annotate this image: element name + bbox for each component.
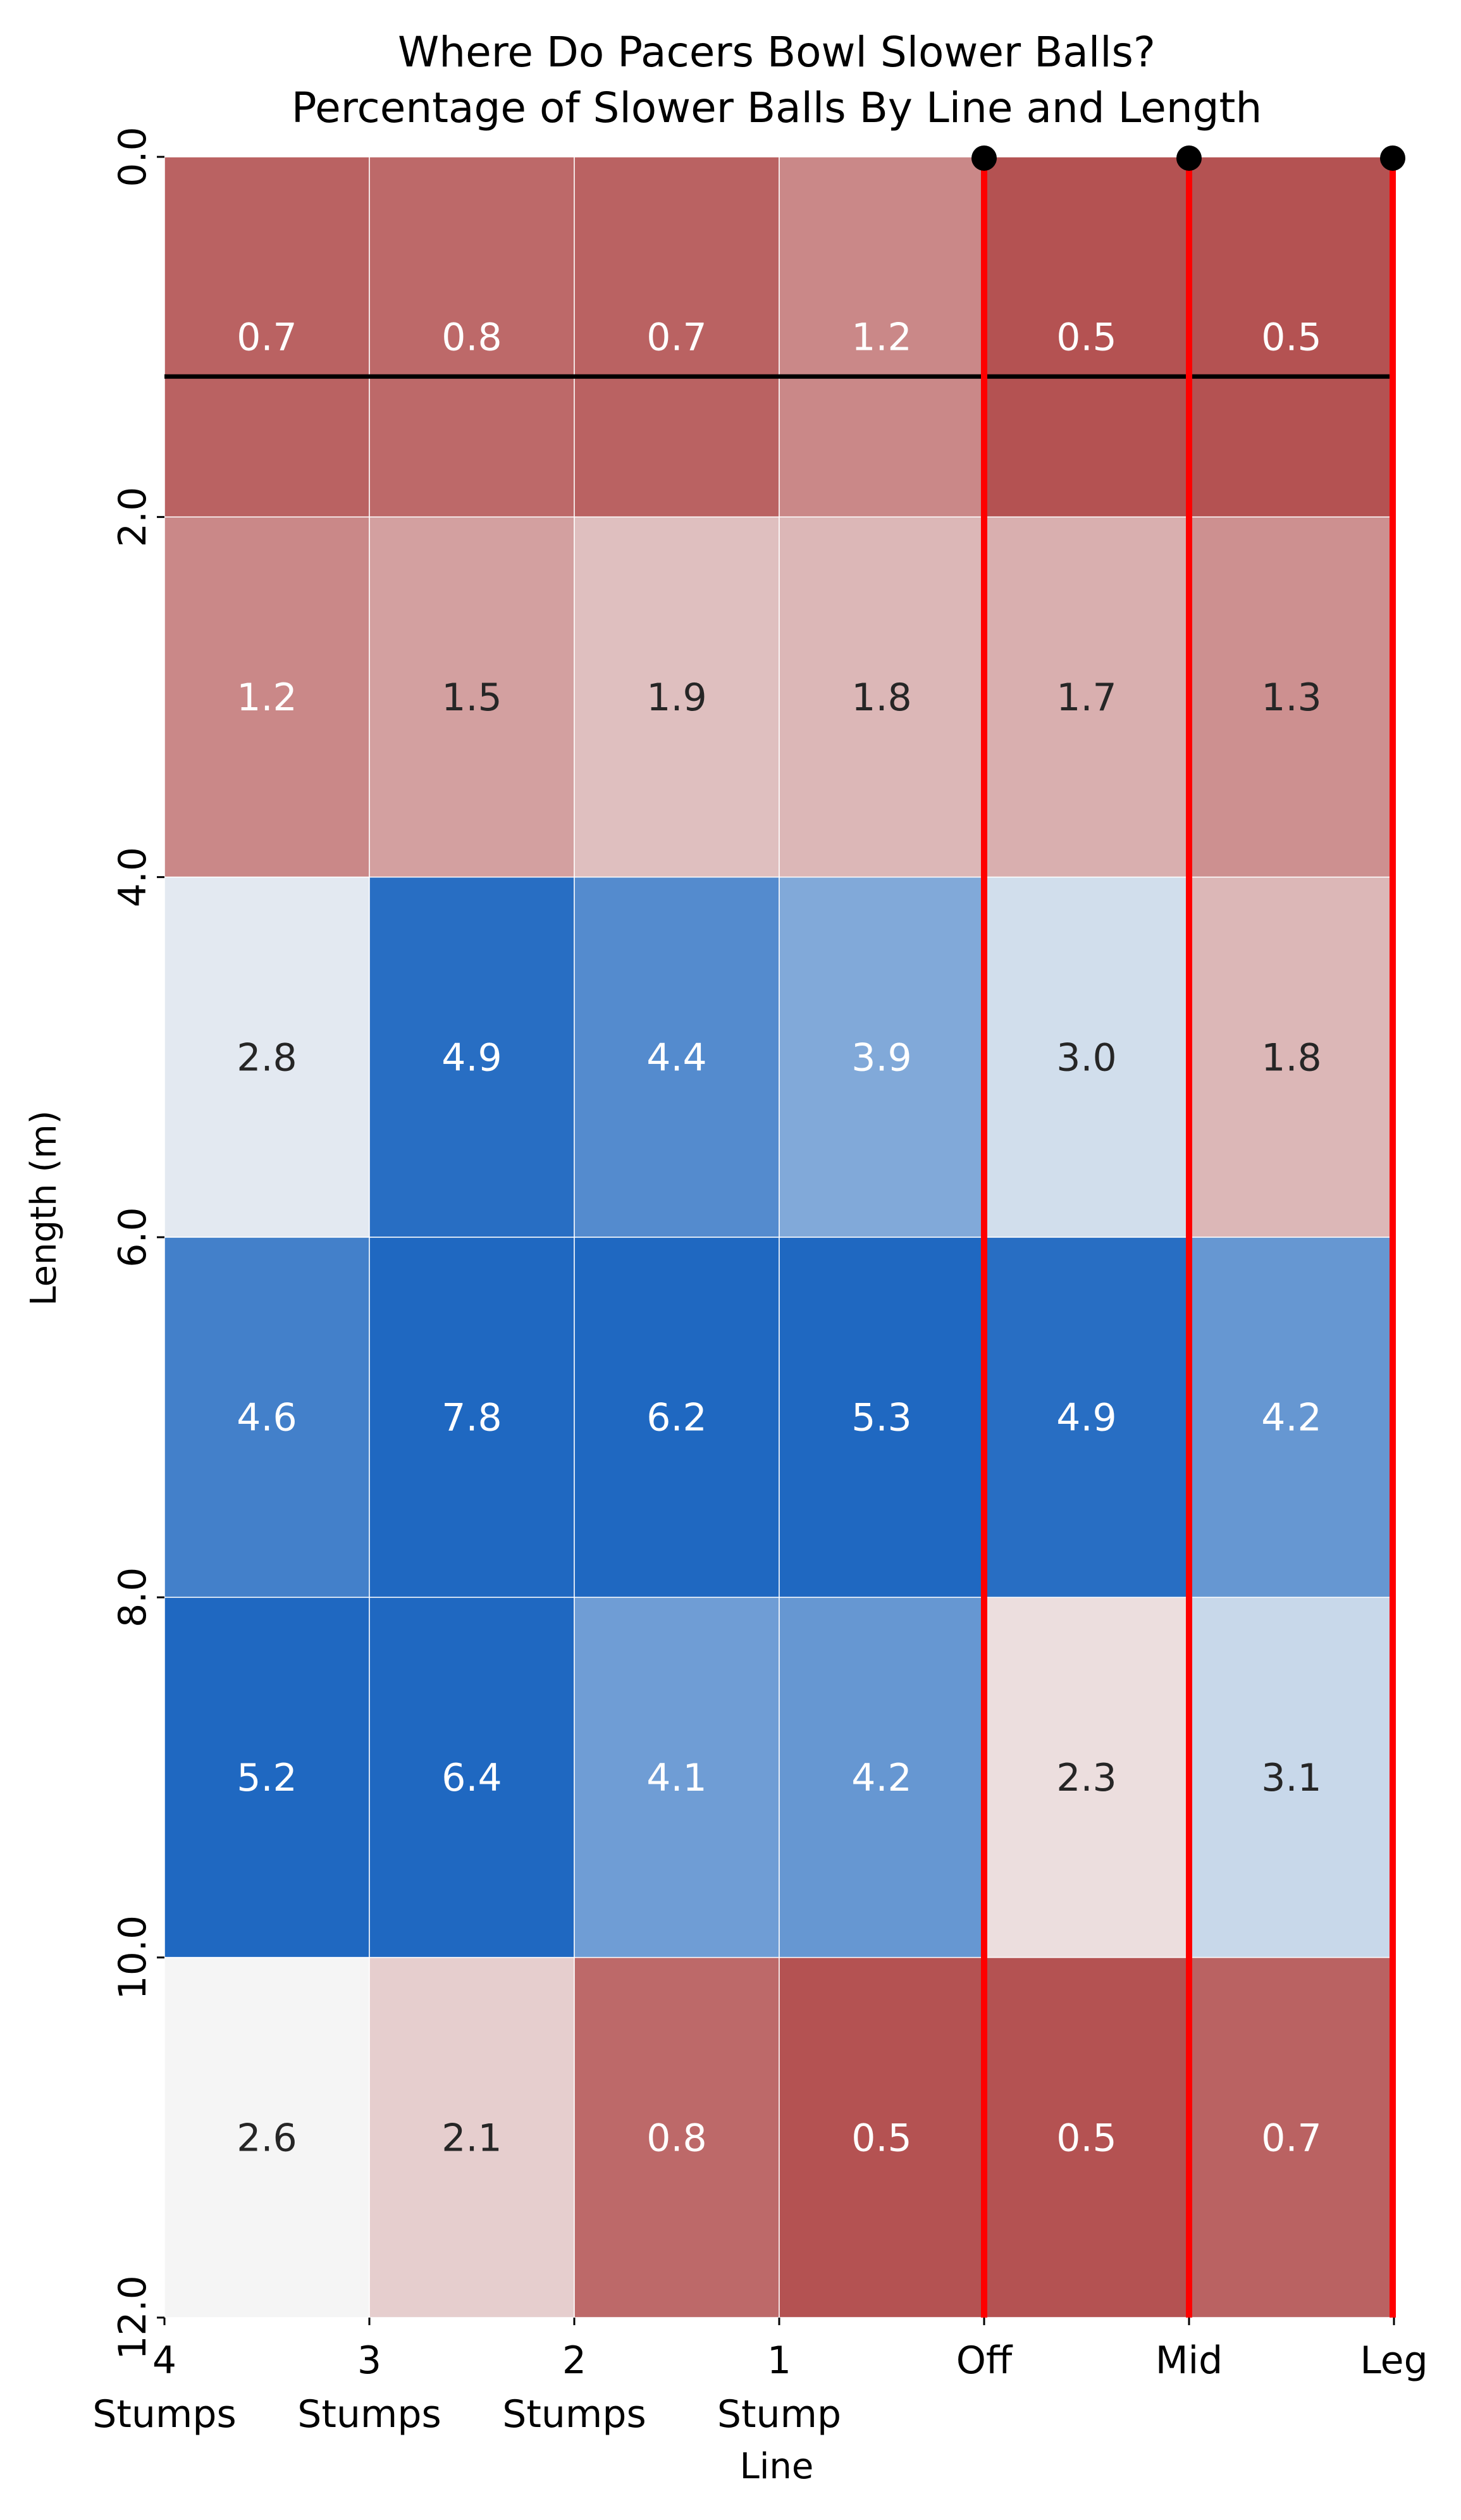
off-stump-marker xyxy=(971,145,997,171)
y-tick-label: 0.0 xyxy=(111,127,155,187)
x-tick-label: 2 Stumps xyxy=(502,2338,646,2437)
heatmap-cell xyxy=(164,156,370,518)
cell-value-label: 4.9 xyxy=(441,1035,502,1080)
heatmap-cell xyxy=(574,156,780,518)
cell-value-label: 5.3 xyxy=(851,1396,911,1440)
cell-value-label: 3.1 xyxy=(1261,1756,1321,1800)
cell-value-label: 0.8 xyxy=(646,2116,706,2160)
cell-value-label: 1.7 xyxy=(1056,676,1116,720)
heatmap-cell xyxy=(369,876,575,1238)
heatmap-cell xyxy=(1188,1956,1395,2318)
heatmap-cell xyxy=(164,1956,370,2318)
cell-value-label: 6.4 xyxy=(441,1756,502,1800)
x-axis-label: Line xyxy=(740,2446,814,2487)
leg-stump-marker xyxy=(1380,145,1405,171)
y-tick-label: 2.0 xyxy=(111,487,155,547)
y-tick-label: 10.0 xyxy=(111,1915,155,2000)
heatmap-cell xyxy=(983,876,1190,1238)
heatmap-cell xyxy=(983,156,1190,518)
heatmap-cell xyxy=(1188,516,1395,878)
cell-value-label: 1.8 xyxy=(1261,1035,1321,1080)
cell-value-label: 1.9 xyxy=(646,676,706,720)
y-tick-label: 4.0 xyxy=(111,847,155,907)
heatmap-cell xyxy=(369,156,575,518)
heatmap-cells: 0.7 0.8 0.7 1.2 0.5 0.5 1.2 1.5 1.9 1.8 1.7 1.3 2.8 4… xyxy=(164,156,1395,2318)
heatmap-cell xyxy=(369,1237,575,1598)
x-tick-label: Mid xyxy=(1156,2338,1223,2383)
cell-value-label: 1.3 xyxy=(1261,676,1321,720)
cell-value-label: 1.8 xyxy=(851,676,911,720)
heatmap-cell xyxy=(779,516,985,878)
cell-value-label: 3.9 xyxy=(851,1035,911,1080)
heatmap-cell xyxy=(779,1597,985,1958)
cell-value-label: 1.2 xyxy=(851,316,911,360)
heatmap-cell xyxy=(983,1237,1190,1598)
heatmap-cell xyxy=(164,876,370,1238)
x-tick-label: Leg xyxy=(1360,2338,1427,2383)
cell-value-label: 0.7 xyxy=(1261,2116,1321,2160)
cell-value-label: 3.0 xyxy=(1056,1035,1116,1080)
heatmap-cell xyxy=(369,516,575,878)
overlay-lines xyxy=(164,145,1405,2318)
cell-value-label: 0.5 xyxy=(1056,316,1116,360)
heatmap-cell xyxy=(574,876,780,1238)
y-tick-label: 8.0 xyxy=(111,1567,155,1628)
heatmap-cell xyxy=(779,1237,985,1598)
y-axis-label: Length (m) xyxy=(23,1110,65,1306)
heatmap-cell xyxy=(369,1597,575,1958)
cell-value-label: 4.4 xyxy=(646,1035,706,1080)
heatmap-cell xyxy=(574,1597,780,1958)
x-tick-label: 3 Stumps xyxy=(297,2338,441,2437)
cell-value-label: 1.5 xyxy=(441,676,502,720)
x-tick-label: 4 Stumps xyxy=(92,2338,236,2437)
cell-value-label: 0.7 xyxy=(237,316,297,360)
axes: 0.0 2.0 4.0 6.0 8.0 10.0 12.04 Stumps 3 Stumps 2 St… xyxy=(92,127,1427,2437)
cell-value-label: 0.5 xyxy=(1056,2116,1116,2160)
y-tick-label: 12.0 xyxy=(111,2275,155,2360)
cell-value-label: 0.7 xyxy=(646,316,706,360)
cell-value-label: 2.6 xyxy=(237,2116,297,2160)
heatmap-cell xyxy=(574,1237,780,1598)
cell-value-label: 2.3 xyxy=(1056,1756,1116,1800)
heatmap-cell xyxy=(164,516,370,878)
x-tick-label: Off xyxy=(956,2338,1013,2383)
cell-value-label: 2.1 xyxy=(441,2116,502,2160)
cell-value-label: 0.8 xyxy=(441,316,502,360)
cell-value-label: 7.8 xyxy=(441,1396,502,1440)
cell-value-label: 0.5 xyxy=(851,2116,911,2160)
heatmap-cell xyxy=(983,1597,1190,1958)
cell-value-label: 4.2 xyxy=(851,1756,911,1800)
heatmap-cell xyxy=(779,156,985,518)
chart-title: Where Do Pacers Bowl Slower Balls? xyxy=(398,28,1156,77)
cell-value-label: 0.5 xyxy=(1261,316,1321,360)
y-tick-label: 6.0 xyxy=(111,1207,155,1267)
chart-subtitle: Percentage of Slower Balls By Line and L… xyxy=(292,83,1262,132)
heatmap-cell xyxy=(983,1956,1190,2318)
cell-value-label: 6.2 xyxy=(646,1396,706,1440)
heatmap-cell xyxy=(164,1597,370,1958)
cell-value-label: 2.8 xyxy=(237,1035,297,1080)
heatmap-cell xyxy=(1188,876,1395,1238)
cell-value-label: 1.2 xyxy=(237,676,297,720)
heatmap-cell xyxy=(1188,1597,1395,1958)
heatmap-cell xyxy=(1188,156,1395,518)
heatmap-cell xyxy=(779,1956,985,2318)
heatmap-cell xyxy=(779,876,985,1238)
heatmap-cell xyxy=(164,1237,370,1598)
cell-value-label: 5.2 xyxy=(237,1756,297,1800)
cell-value-label: 4.2 xyxy=(1261,1396,1321,1440)
cell-value-label: 4.9 xyxy=(1056,1396,1116,1440)
cell-value-label: 4.1 xyxy=(646,1756,706,1800)
x-tick-label: 1 Stump xyxy=(717,2338,841,2437)
cell-value-label: 4.6 xyxy=(237,1396,297,1440)
middle-stump-marker xyxy=(1176,145,1202,171)
